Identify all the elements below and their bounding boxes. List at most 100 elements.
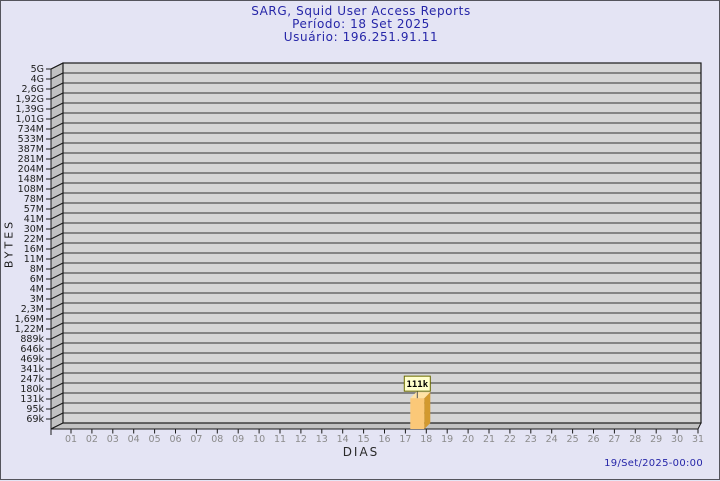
wall-tick-connector (50, 302, 64, 310)
x-axis-tick-label: 23 (525, 434, 537, 445)
wall-tick-connector (50, 262, 64, 270)
y-axis-tick-label: 281M (18, 154, 44, 165)
chart-title: SARG, Squid User Access Reports (251, 4, 471, 18)
y-axis-tick-label: 341k (20, 364, 44, 375)
wall-tick-connector (50, 112, 64, 120)
y-axis-tick-label: 734M (18, 124, 44, 135)
bar-value-label: 111k (406, 380, 428, 390)
y-axis-tick-label: 57M (24, 204, 44, 215)
chart-user: Usuário: 196.251.91.11 (283, 30, 439, 44)
y-axis-tick-label: 180k (20, 384, 44, 395)
wall-tick-connector (50, 332, 64, 340)
wall-tick-connector (50, 212, 64, 220)
y-axis-tick-label: 1,39G (15, 104, 44, 115)
wall-tick-connector (50, 82, 64, 90)
bar-top-face (410, 392, 431, 399)
y-axis-tick-label: 204M (18, 164, 44, 175)
wall-tick-connector (50, 342, 64, 350)
x-axis-tick-label: 06 (169, 434, 181, 445)
y-axis-tick-label: 1,69M (15, 314, 44, 325)
wall-tick-connector (50, 182, 64, 190)
wall-tick-connector (50, 282, 64, 290)
x-axis-tick-label: 10 (253, 434, 265, 445)
wall-tick-connector (50, 62, 64, 70)
y-axis-tick-label: 95k (26, 404, 44, 415)
bar-value-box (403, 375, 431, 392)
y-axis-tick-label: 41M (24, 214, 44, 225)
wall-tick-connector (50, 352, 64, 360)
wall-tick-connector (50, 202, 64, 210)
x-axis-tick-label: 18 (420, 434, 432, 445)
x-axis-tick-label: 21 (483, 434, 495, 445)
wall-tick-connector (50, 382, 64, 390)
x-axis-tick-label: 07 (190, 434, 202, 445)
wall-tick-connector (50, 142, 64, 150)
x-axis-tick-label: 03 (107, 434, 119, 445)
x-axis-tick-label: 01 (65, 434, 77, 445)
bar-side-face (424, 392, 431, 429)
x-axis-tick-label: 05 (149, 434, 161, 445)
chart-period: Período: 18 Set 2025 (292, 17, 430, 31)
wall-tick-connector (50, 152, 64, 160)
chart-title-block: SARG, Squid User Access Reports Período:… (1, 5, 720, 44)
x-axis-tick-label: 11 (274, 434, 286, 445)
x-axis-tick-label: 04 (128, 434, 140, 445)
wall-tick-connector (50, 372, 64, 380)
y-axis-tick-label: 533M (18, 134, 44, 145)
y-axis-tick-label: 131k (20, 394, 44, 405)
wall-tick-connector (50, 192, 64, 200)
x-axis-tick-label: 22 (504, 434, 516, 445)
y-axis-tick-label: 6M (30, 274, 44, 285)
y-axis-tick-label: 108M (18, 184, 44, 195)
y-axis-tick-label: 1,01G (15, 114, 44, 125)
x-axis-tick-label: 29 (650, 434, 662, 445)
wall-tick-connector (50, 162, 64, 170)
y-axis-tick-label: 8M (30, 264, 44, 275)
plot-border (62, 62, 702, 424)
x-axis-tick-label: 20 (462, 434, 474, 445)
wall-tick-connector (50, 322, 64, 330)
x-axis-tick-label: 30 (671, 434, 683, 445)
generation-timestamp: 19/Set/2025-00:00 (604, 458, 703, 469)
x-axis-tick-label: 26 (587, 434, 599, 445)
x-axis-tick-label: 12 (295, 434, 307, 445)
y-axis-tick-label: 1,92G (15, 94, 44, 105)
y-axis-tick-label: 646k (20, 344, 44, 355)
y-axis-tick-label: 4M (30, 284, 44, 295)
x-axis-title: DIAS (342, 445, 380, 459)
y-axis-tick-label: 78M (24, 194, 44, 205)
x-axis-tick-label: 27 (608, 434, 620, 445)
y-axis-tick-label: 2,6G (22, 84, 44, 95)
y-axis-tick-label: 16M (24, 244, 44, 255)
wall-tick-connector (50, 232, 64, 240)
wall-tick-connector (50, 392, 64, 400)
wall-tick-connector (50, 132, 64, 140)
wall-tick-connector (50, 102, 64, 110)
bar-front-face (410, 398, 425, 429)
y-axis-title: BYTES (2, 218, 16, 269)
chart-floor (50, 422, 702, 430)
y-axis-tick-label: 247k (20, 374, 44, 385)
wall-tick-connector (50, 242, 64, 250)
wall-tick-connector (50, 252, 64, 260)
x-axis-tick-label: 19 (441, 434, 453, 445)
wall-tick-connector (50, 292, 64, 300)
y-axis-tick-label: 3M (30, 294, 44, 305)
y-axis-tick-label: 11M (24, 254, 44, 265)
wall-tick-connector (50, 362, 64, 370)
y-axis-tick-label: 4G (31, 74, 44, 85)
x-axis-tick-label: 28 (629, 434, 641, 445)
y-axis-tick-label: 1,22M (15, 324, 44, 335)
wall-tick-connector (50, 122, 64, 130)
wall-tick-connector (50, 172, 64, 180)
wall-tick-connector (50, 312, 64, 320)
wall-tick-connector (50, 402, 64, 410)
x-axis-tick-label: 17 (399, 434, 411, 445)
x-axis-tick-label: 14 (337, 434, 349, 445)
y-axis-tick-label: 22M (24, 234, 44, 245)
wall-tick-connector (50, 72, 64, 80)
x-axis-tick-label: 02 (86, 434, 98, 445)
x-axis-tick-label: 09 (232, 434, 244, 445)
